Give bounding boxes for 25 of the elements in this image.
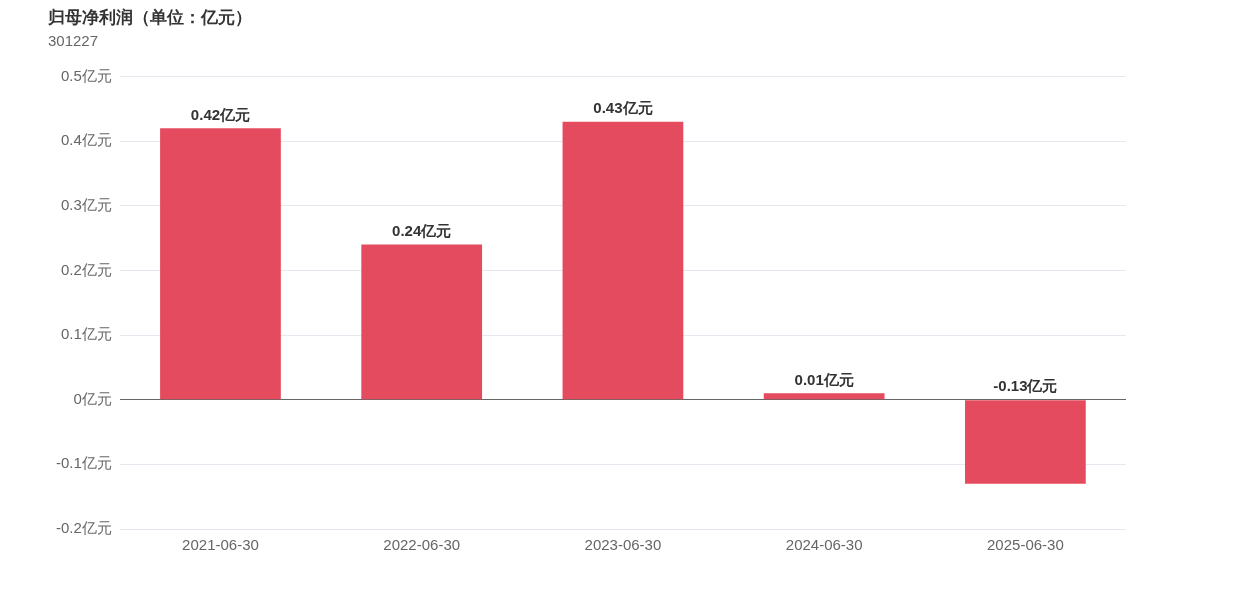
y-tick-label: -0.2亿元 xyxy=(55,519,112,537)
chart-title: 归母净利润（单位：亿元） xyxy=(47,7,252,27)
data-label: 0.01亿元 xyxy=(794,370,854,388)
bar xyxy=(562,121,684,400)
bar xyxy=(965,400,1086,484)
x-tick-label: 2023-06-30 xyxy=(584,536,662,554)
x-tick-label: 2024-06-30 xyxy=(785,536,863,554)
y-tick-label: -0.1亿元 xyxy=(55,454,112,472)
data-label: 0.24亿元 xyxy=(392,222,452,240)
bar xyxy=(160,128,281,400)
y-tick-label: 0.2亿元 xyxy=(60,260,112,278)
x-tick-label: 2021-06-30 xyxy=(182,536,259,554)
y-tick-label: 0.4亿元 xyxy=(60,131,112,149)
data-label: 0.42亿元 xyxy=(190,105,251,123)
data-label: -0.13亿元 xyxy=(993,377,1058,395)
y-tick-label: 0.3亿元 xyxy=(60,195,112,213)
x-tick-label: 2022-06-30 xyxy=(383,536,461,554)
bar xyxy=(763,393,885,400)
chart-subtitle: 301227 xyxy=(48,31,99,49)
y-tick-label: 0.5亿元 xyxy=(60,66,112,84)
y-tick-label: 0.1亿元 xyxy=(60,325,112,343)
y-tick-label: 0亿元 xyxy=(73,389,112,407)
x-tick-label: 2025-06-30 xyxy=(987,536,1064,554)
data-label: 0.43亿元 xyxy=(593,99,653,117)
bar xyxy=(361,244,483,400)
